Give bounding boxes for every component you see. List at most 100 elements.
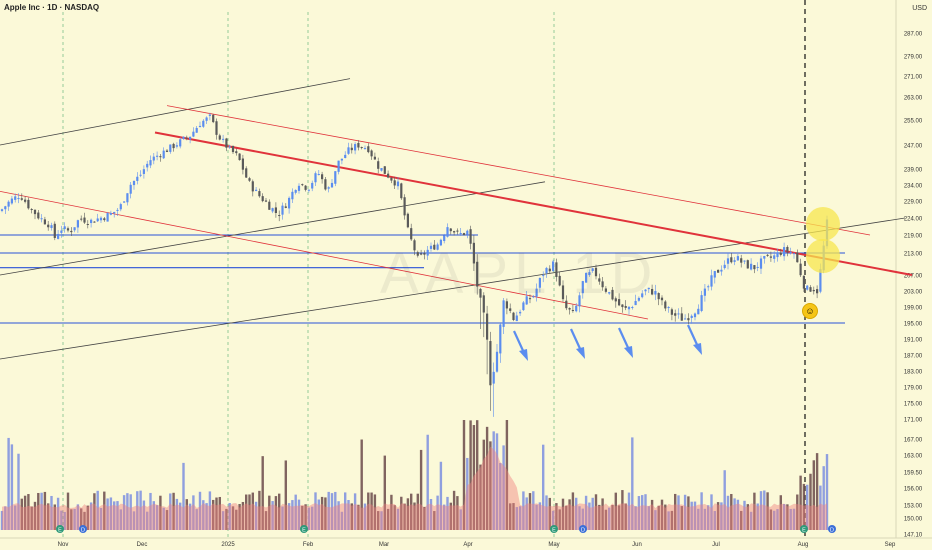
volume-bar [119,509,122,530]
candle-body [387,173,390,178]
candle-body [169,144,172,152]
candle-body [502,300,505,327]
highlight-circle [806,239,840,273]
candle-body [380,168,383,171]
y-axis-tick-label: 224.00 [904,217,923,223]
volume-bar [419,449,423,530]
candle-body [598,278,601,282]
volume-bar [33,501,37,530]
trend-line [0,181,546,276]
volume-bar [776,509,779,530]
volume-bar [274,496,278,530]
candle-body [641,293,644,298]
volume-bar [809,473,812,530]
x-axis-label: May [548,542,559,548]
candle-body [175,145,178,147]
volume-bar [763,490,766,530]
event-marker-icon[interactable] [300,525,308,533]
volume-bar [670,510,674,530]
candle-body [433,244,436,250]
candle-body [776,252,779,258]
candle-body [581,281,584,294]
event-marker-icon[interactable] [56,525,64,533]
candle-body [215,121,218,135]
candle-body [647,287,650,290]
y-axis-tick-label: 255.00 [904,119,923,125]
volume-bar [126,493,129,530]
volume-bar [337,501,340,530]
volume-moving-average-area [2,446,827,530]
volume-bar [575,497,578,530]
candle-body [806,285,809,290]
volume-bar [740,510,743,530]
candle-body [693,313,697,318]
candle-body [420,253,423,255]
candle-body [198,125,202,128]
volume-bar [598,504,601,530]
candle-body [80,218,83,220]
volume-bar [608,507,611,530]
volume-bar [340,511,344,530]
candle-body [558,275,561,286]
event-marker-icon[interactable] [828,525,836,533]
volume-bar [50,495,53,530]
volume-bar [594,494,598,530]
volume-bar [657,505,660,530]
y-axis-tick-label: 153.00 [904,504,923,510]
candle-body [400,183,403,199]
candle-body [10,198,13,204]
candle-body [192,131,195,137]
candle-body [149,160,152,166]
candle-body [271,208,274,212]
volume-bar [205,503,208,530]
candle-body [90,219,93,224]
volume-bar [238,503,241,530]
candle-body [17,198,20,200]
candle-body [284,206,287,208]
candle-body [456,230,459,232]
candle-body [773,255,776,259]
volume-bar [436,495,439,530]
volume-bar [390,494,393,530]
y-axis-tick-label: 167.00 [904,438,923,444]
volume-bar [693,501,697,530]
event-marker-icon[interactable] [800,525,808,533]
volume-bar [654,510,657,530]
event-marker-icon[interactable] [550,525,558,533]
candle-body [60,230,63,233]
candle-body [756,266,759,268]
volume-bar [479,464,482,530]
volume-bar [10,444,14,530]
volume-bar [225,508,228,530]
volume-bar [812,460,815,530]
event-marker-icon[interactable] [579,525,587,533]
volume-bar [142,500,146,530]
candle-body [472,242,475,264]
volume-bar [251,492,254,530]
candle-body [680,313,683,321]
candle-body [740,258,743,263]
candle-body [571,309,574,311]
candle-body [466,230,469,235]
candle-body [278,215,281,217]
volume-bar [363,503,367,530]
volume-bar [542,444,545,530]
volume-bar [132,511,136,530]
candle-body [20,198,23,200]
event-marker-icon[interactable] [79,525,87,533]
event-marker-label: D [581,528,585,534]
volume-bar [429,498,433,530]
candle-body [304,185,307,190]
volume-bar [452,490,456,530]
candle-body [707,286,710,288]
volume-bar [446,496,449,530]
y-axis-tick-label: 219.00 [904,234,923,240]
candle-body [746,260,749,269]
volume-bar [63,511,66,530]
candle-body [816,289,819,294]
y-axis-tick-label: 207.00 [904,274,923,280]
volume-bar [304,504,307,530]
candle-body [492,371,495,384]
